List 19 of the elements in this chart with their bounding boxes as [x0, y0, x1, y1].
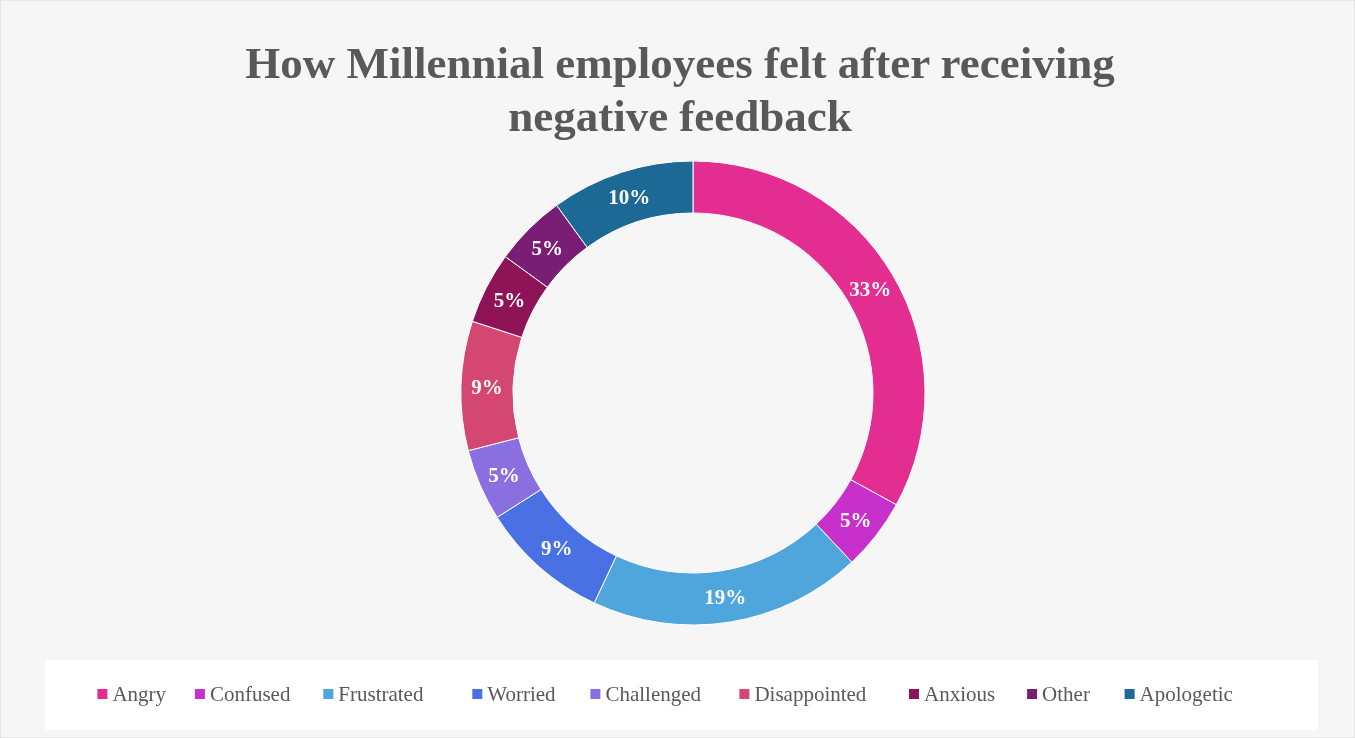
- data-label: 5%: [493, 287, 526, 312]
- legend-label: Confused: [209, 682, 291, 707]
- data-label: 19%: [704, 584, 747, 609]
- data-label: 5%: [531, 235, 564, 260]
- data-label: 9%: [471, 374, 503, 399]
- data-label: 5%: [840, 507, 872, 532]
- chart-title: How Millennial employees felt after receiving negative feedback: [245, 38, 1116, 141]
- legend-label: Frustrated: [338, 682, 424, 707]
- data-label: 9%: [541, 535, 573, 560]
- data-label: 10%: [608, 185, 651, 210]
- data-label: 33%: [849, 276, 892, 301]
- legend-label: Angry: [112, 682, 167, 707]
- legend-label: Apologetic: [1139, 682, 1233, 707]
- legend-label: Worried: [487, 682, 557, 707]
- legend-label: Anxious: [924, 682, 996, 707]
- legend-label: Other: [1042, 682, 1090, 707]
- legend-label: Challenged: [605, 682, 702, 707]
- legend-label: Disappointed: [754, 682, 867, 707]
- data-label: 5%: [488, 463, 520, 488]
